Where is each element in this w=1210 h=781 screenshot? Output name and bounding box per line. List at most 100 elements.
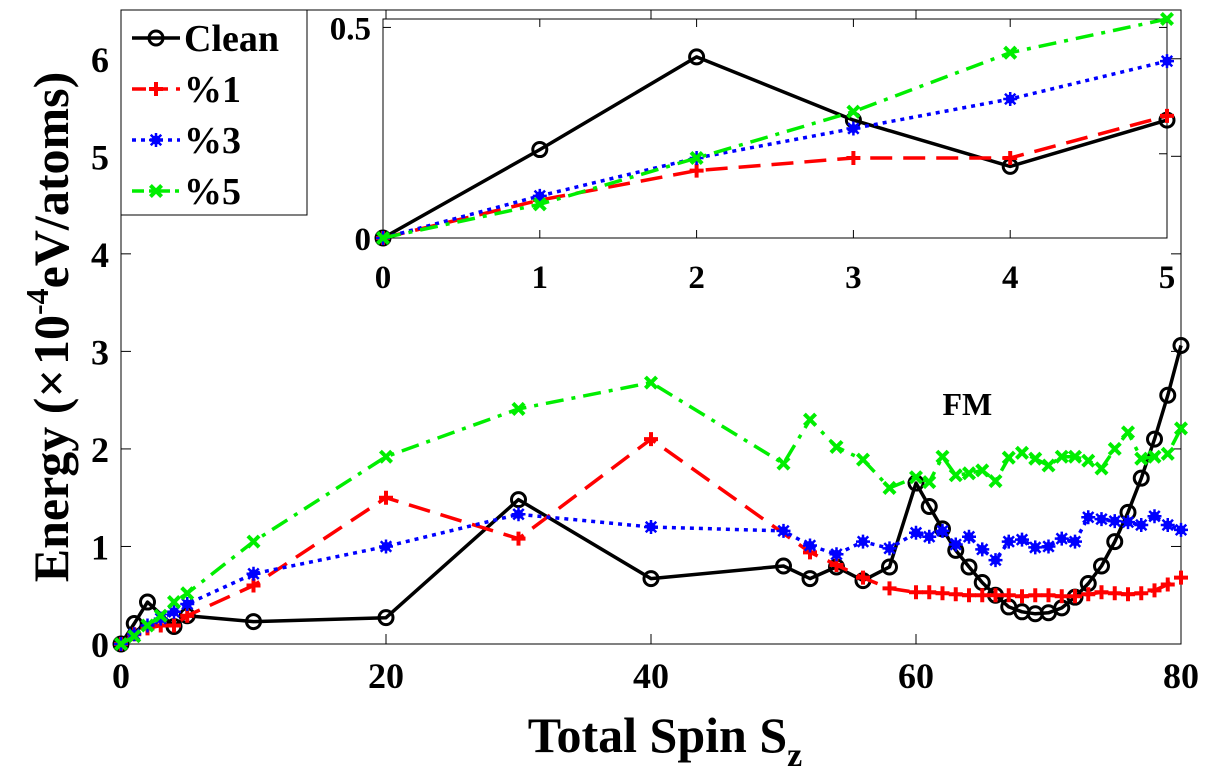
inset-data-point [1003, 92, 1018, 107]
data-point [1014, 445, 1030, 460]
data-point [1173, 421, 1189, 436]
data-point [920, 497, 938, 515]
data-point [1028, 451, 1043, 466]
data-point [975, 542, 990, 557]
data-point [1094, 585, 1109, 600]
data-point [803, 538, 817, 553]
data-point [1054, 531, 1069, 546]
data-point [1028, 540, 1043, 555]
data-point [1147, 509, 1162, 524]
data-point [642, 570, 660, 588]
legend-marker [149, 82, 163, 96]
legend-marker [147, 29, 165, 47]
x-tick-label: 40 [633, 656, 669, 696]
data-point [948, 587, 963, 602]
data-point [948, 537, 963, 552]
data-point [988, 588, 1003, 603]
inset-data-point [1003, 45, 1018, 60]
fm-annotation: FM [943, 386, 993, 422]
y-tick-label: 0 [91, 625, 109, 665]
data-point [1001, 450, 1016, 465]
inset-axis-ticks: 0 1 2 3 4 5 0 0.5 [330, 11, 1176, 296]
y-axis-title-exponent: -4 [19, 288, 55, 315]
data-point [801, 570, 819, 588]
data-point [1068, 589, 1082, 604]
inset-data-point [689, 150, 704, 165]
data-point [802, 412, 818, 427]
data-point [882, 581, 897, 596]
inset-y-tick-label: 0.5 [330, 11, 371, 47]
inset-data-point [531, 141, 549, 159]
data-point [379, 490, 393, 505]
data-point [246, 578, 261, 593]
data-point [1172, 337, 1190, 355]
data-point [1107, 514, 1122, 529]
data-point [988, 474, 1003, 489]
legend-entry-0: Clean [132, 18, 279, 60]
data-point [1015, 532, 1029, 547]
data-point [961, 466, 977, 481]
inset-data-point [846, 104, 861, 119]
legend-label: Clean [184, 18, 279, 60]
data-point [856, 570, 870, 585]
inset-x-tick-label: 3 [845, 260, 862, 296]
data-point [909, 525, 923, 540]
data-point [829, 547, 844, 562]
data-point [909, 585, 923, 600]
data-point [908, 470, 924, 485]
data-point [511, 401, 526, 416]
data-point [180, 597, 195, 612]
data-point [776, 456, 791, 471]
data-point [644, 432, 658, 447]
legend-entry-3: %5 [132, 171, 241, 213]
data-point [180, 586, 195, 601]
data-point [962, 529, 976, 544]
data-point [1147, 449, 1162, 464]
series-3 [113, 375, 1189, 652]
data-point [1001, 588, 1016, 603]
data-point [127, 629, 142, 644]
data-point [1067, 449, 1083, 464]
inset-x-tick-label: 5 [1159, 260, 1176, 296]
data-point [1041, 539, 1056, 554]
data-point [829, 439, 844, 454]
inset-series-line [382, 59, 1168, 240]
data-point [962, 588, 976, 603]
data-point [139, 593, 156, 611]
data-point [1160, 446, 1175, 461]
inset-data-point [688, 48, 706, 66]
x-axis-title: Total Spin Sz [528, 707, 803, 774]
data-point [1174, 522, 1188, 537]
data-point [1107, 586, 1122, 601]
data-point [246, 534, 261, 549]
inset-data-point [1160, 54, 1174, 69]
y-axis-title: Energy (×10-4eV/atoms) [19, 72, 79, 582]
inset-x-tick-label: 2 [688, 260, 705, 296]
inset-data-point [1003, 150, 1018, 165]
inset-data-point [1159, 11, 1175, 27]
data-point [1081, 510, 1096, 525]
inset-data-point [689, 163, 704, 178]
inset-data-point [846, 150, 861, 165]
x-tick-label: 0 [112, 656, 130, 696]
inset-x-tick-label: 4 [1002, 260, 1019, 296]
data-point [140, 618, 155, 633]
inset-series-3 [375, 11, 1175, 246]
y-tick-label: 5 [91, 137, 109, 177]
inset-series-line [382, 114, 1168, 240]
data-point [379, 539, 393, 554]
data-point [1081, 453, 1096, 468]
data-point [1134, 586, 1149, 601]
data-point [1160, 518, 1175, 533]
data-point [881, 558, 898, 576]
data-point [1121, 587, 1135, 602]
legend-label: %5 [184, 171, 241, 213]
legend-entry-1: %1 [132, 69, 241, 111]
data-point [1041, 588, 1056, 603]
inset-plot-frame [382, 18, 1168, 239]
data-point [644, 519, 658, 534]
data-point [1159, 386, 1177, 404]
data-point [975, 463, 990, 478]
